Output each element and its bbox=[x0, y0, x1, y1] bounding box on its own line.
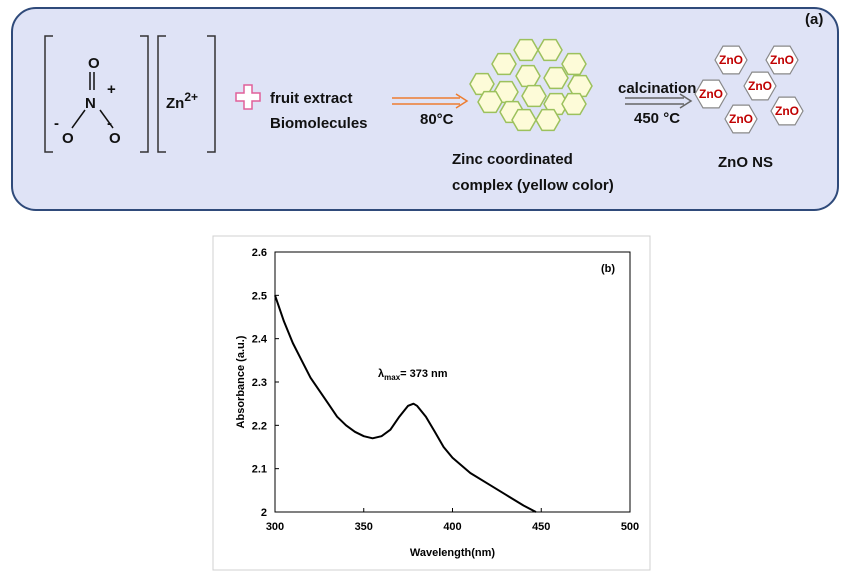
annotation-symbol: λ bbox=[378, 368, 384, 380]
x-tick-label: 400 bbox=[443, 521, 461, 533]
y-tick-label: 2.3 bbox=[252, 377, 267, 389]
zinc-ion: Zn2+ bbox=[166, 90, 198, 112]
charge: 2+ bbox=[184, 90, 198, 104]
crystal bbox=[511, 108, 537, 132]
complex-label: Zinc coordinated bbox=[452, 151, 573, 168]
x-tick-label: 450 bbox=[532, 521, 550, 533]
atom: O bbox=[88, 55, 100, 72]
crystal bbox=[537, 38, 563, 62]
crystal bbox=[543, 66, 569, 90]
atom: O bbox=[109, 130, 121, 147]
brackets bbox=[44, 35, 216, 153]
particle bbox=[694, 79, 728, 109]
y-tick-label: 2 bbox=[261, 507, 267, 519]
particle bbox=[770, 96, 804, 126]
extract-label: Biomolecules bbox=[270, 115, 368, 132]
y-tick-label: 2.5 bbox=[252, 290, 267, 302]
symbol: Zn bbox=[166, 95, 184, 112]
crystal bbox=[491, 52, 517, 76]
crystal bbox=[477, 90, 503, 114]
arrow bbox=[392, 93, 469, 109]
nitrate: O N + - O - O bbox=[54, 55, 121, 147]
particle-label: ZnO bbox=[775, 104, 799, 118]
particle-label: ZnO bbox=[748, 79, 772, 93]
atom: O bbox=[62, 130, 74, 147]
particle bbox=[714, 45, 748, 75]
panel-label: (b) bbox=[601, 263, 615, 275]
x-tick-label: 350 bbox=[355, 521, 373, 533]
atom: N bbox=[85, 95, 96, 112]
plus-icon bbox=[235, 84, 261, 110]
particle bbox=[724, 104, 758, 134]
bonds bbox=[71, 72, 114, 129]
extract-label: fruit extract bbox=[270, 90, 353, 107]
crystal bbox=[535, 108, 561, 132]
y-tick-label: 2.2 bbox=[252, 420, 267, 432]
x-tick-label: 500 bbox=[621, 521, 639, 533]
annotation-subscript: max bbox=[384, 373, 401, 382]
panel-label: (a) bbox=[805, 11, 823, 28]
spectrum-line bbox=[274, 294, 537, 513]
crystal bbox=[515, 64, 541, 88]
crystal bbox=[513, 38, 539, 62]
chart-frame bbox=[212, 235, 651, 571]
condition: 450 °C bbox=[634, 110, 680, 127]
product-label: ZnO NS bbox=[718, 154, 773, 171]
process: calcination bbox=[618, 80, 696, 97]
annotation-text: = 373 nm bbox=[400, 368, 448, 380]
crystal bbox=[521, 84, 547, 108]
particle bbox=[743, 71, 777, 101]
particle-label: ZnO bbox=[770, 53, 794, 67]
scheme-panel bbox=[11, 7, 839, 211]
chart: 2 2.1 2.2 2.3 2.4 2.5 2.6 300 350 400 450 500 Wavele… bbox=[235, 247, 639, 559]
y-tick-label: 2.1 bbox=[252, 464, 267, 476]
charge: + bbox=[107, 81, 116, 98]
particle-label: ZnO bbox=[729, 112, 753, 126]
condition: 80°C bbox=[420, 111, 454, 128]
complex-label: complex (yellow color) bbox=[452, 177, 614, 194]
charge: - bbox=[54, 115, 59, 132]
x-axis-label: Wavelength(nm) bbox=[410, 547, 495, 559]
crystal bbox=[561, 52, 587, 76]
complex-crystals bbox=[469, 38, 593, 132]
particle-label: ZnO bbox=[719, 53, 743, 67]
arrow bbox=[625, 93, 693, 109]
y-tick-label: 2.6 bbox=[252, 247, 267, 259]
particle bbox=[765, 45, 799, 75]
y-tick-label: 2.4 bbox=[252, 334, 268, 346]
particle-label: ZnO bbox=[699, 87, 723, 101]
y-axis-label: Absorbance (a.u.) bbox=[235, 335, 247, 428]
crystal bbox=[567, 74, 593, 98]
x-tick-label: 300 bbox=[266, 521, 284, 533]
annotation: λmax= 373 nm bbox=[378, 368, 448, 382]
crystal bbox=[561, 92, 587, 116]
